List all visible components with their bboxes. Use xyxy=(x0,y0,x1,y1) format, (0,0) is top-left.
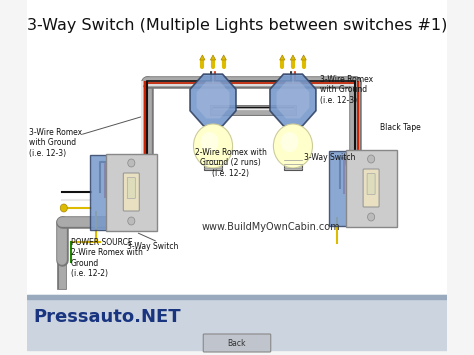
FancyBboxPatch shape xyxy=(329,151,352,226)
Polygon shape xyxy=(270,74,316,126)
FancyBboxPatch shape xyxy=(346,150,397,227)
FancyBboxPatch shape xyxy=(367,174,375,195)
FancyBboxPatch shape xyxy=(363,169,379,207)
FancyBboxPatch shape xyxy=(204,156,222,170)
Polygon shape xyxy=(221,55,227,60)
Polygon shape xyxy=(190,74,236,126)
Text: 3-Way Switch (Multiple Lights between switches #1): 3-Way Switch (Multiple Lights between sw… xyxy=(27,18,447,33)
Circle shape xyxy=(367,155,374,163)
FancyBboxPatch shape xyxy=(203,334,271,352)
Circle shape xyxy=(367,213,374,221)
Circle shape xyxy=(128,159,135,167)
FancyBboxPatch shape xyxy=(128,178,135,198)
Text: Black Tape: Black Tape xyxy=(380,123,421,132)
Polygon shape xyxy=(200,55,205,60)
FancyBboxPatch shape xyxy=(123,173,139,211)
Polygon shape xyxy=(290,55,296,60)
Circle shape xyxy=(281,132,298,152)
Text: Pressauto.NET: Pressauto.NET xyxy=(34,308,181,326)
Bar xyxy=(27,295,447,350)
Text: 3-Wire Romex
with Ground
(i.e. 12-3): 3-Wire Romex with Ground (i.e. 12-3) xyxy=(29,128,82,158)
Circle shape xyxy=(193,124,233,168)
Polygon shape xyxy=(276,82,310,119)
Text: 3-Way Switch: 3-Way Switch xyxy=(127,242,178,251)
Text: POWER SOURCE
2-Wire Romex with
Ground
(i.e. 12-2): POWER SOURCE 2-Wire Romex with Ground (i… xyxy=(71,238,143,278)
Text: 3-Wire Romex
with Ground
(i.e. 12-3): 3-Wire Romex with Ground (i.e. 12-3) xyxy=(319,75,373,105)
Text: Back: Back xyxy=(228,339,246,349)
Circle shape xyxy=(60,204,67,212)
FancyBboxPatch shape xyxy=(107,154,157,231)
FancyBboxPatch shape xyxy=(284,156,302,170)
FancyBboxPatch shape xyxy=(90,155,112,230)
Circle shape xyxy=(201,132,219,152)
Text: 3-Way Switch: 3-Way Switch xyxy=(304,153,356,162)
Circle shape xyxy=(273,124,312,168)
Polygon shape xyxy=(197,82,229,119)
Text: www.BuildMyOwnCabin.com: www.BuildMyOwnCabin.com xyxy=(201,222,340,232)
Text: 2-Wire Romex with
Ground (2 runs)
(i.e. 12-2): 2-Wire Romex with Ground (2 runs) (i.e. … xyxy=(195,148,267,178)
Circle shape xyxy=(128,217,135,225)
Polygon shape xyxy=(301,55,306,60)
Bar xyxy=(27,0,447,295)
Polygon shape xyxy=(210,55,216,60)
Bar xyxy=(27,295,447,299)
Polygon shape xyxy=(280,55,285,60)
